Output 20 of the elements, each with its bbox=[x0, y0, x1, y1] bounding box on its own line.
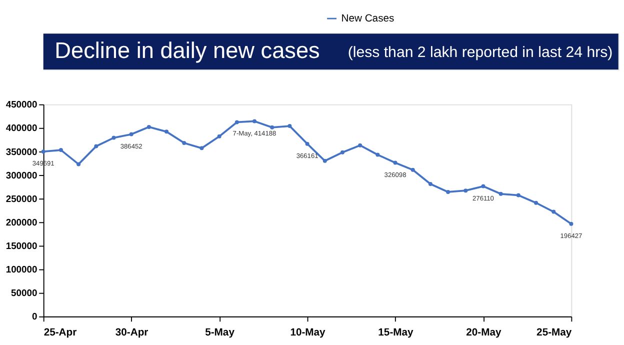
y-tick-label: 0 bbox=[32, 310, 38, 322]
x-tick-label: 10-May bbox=[290, 328, 326, 339]
y-tick-label: 300000 bbox=[6, 169, 38, 180]
y-tick-label: 50000 bbox=[11, 287, 38, 298]
y-tick-label: 400000 bbox=[6, 122, 38, 134]
y-tick-label: 100000 bbox=[6, 264, 38, 275]
x-tick-label: 30-Apr bbox=[115, 328, 148, 339]
y-tick-label: 250000 bbox=[6, 192, 38, 204]
chart-title: Decline in daily new cases bbox=[54, 38, 320, 64]
x-tick-label: 25-Apr bbox=[44, 328, 77, 339]
legend-label: New Cases bbox=[341, 13, 394, 24]
y-tick-label: 200000 bbox=[6, 216, 38, 228]
x-tick-label: 5-May bbox=[205, 328, 235, 339]
chart-subtitle: (less than 2 lakh reported in last 24 hrs) bbox=[348, 44, 613, 62]
y-tick-label: 150000 bbox=[6, 240, 38, 252]
x-tick-label: 15-May bbox=[378, 328, 414, 339]
x-tick-label: 20-May bbox=[466, 328, 502, 339]
y-tick-label: 450000 bbox=[6, 98, 38, 110]
y-tick-label: 350000 bbox=[6, 146, 38, 157]
x-tick-label: 25-May bbox=[536, 328, 572, 339]
